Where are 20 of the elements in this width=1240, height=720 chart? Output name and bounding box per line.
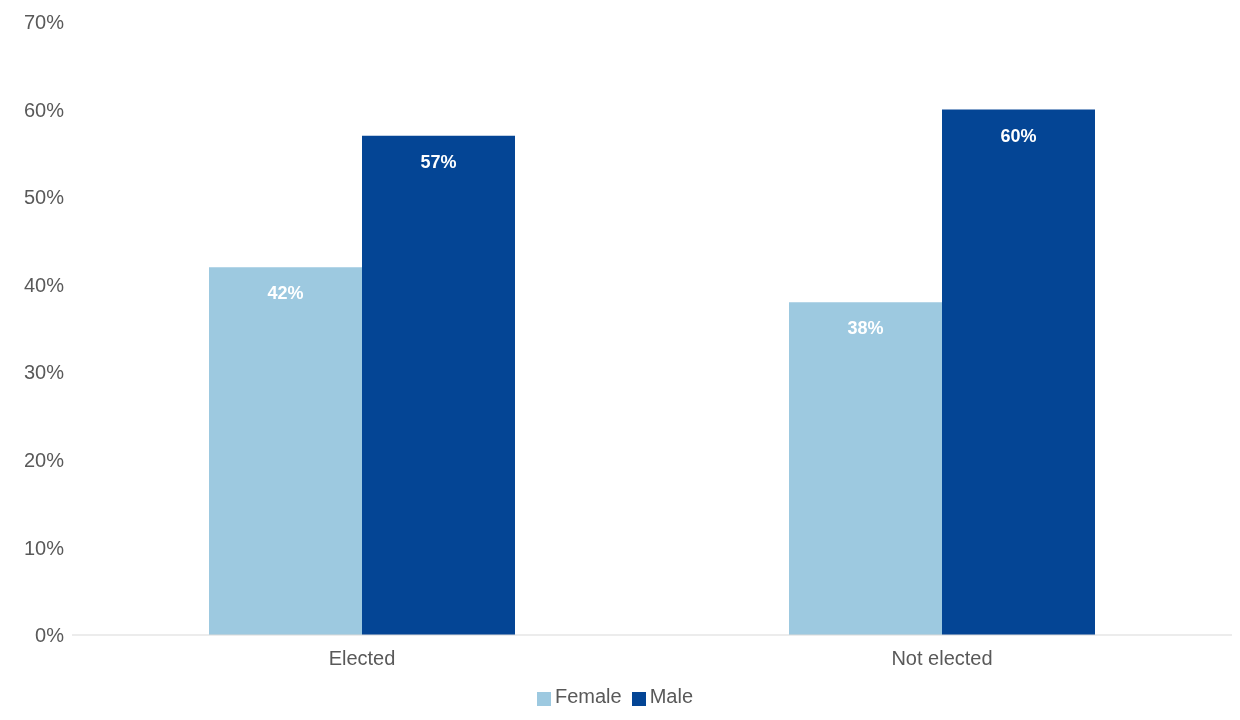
y-tick-label: 30% <box>23 361 65 384</box>
data-label: 38% <box>847 318 884 339</box>
data-label: 42% <box>267 283 304 304</box>
y-tick-label: 10% <box>23 536 65 559</box>
data-label: 57% <box>420 151 457 172</box>
bar <box>362 135 515 635</box>
legend-label: Male <box>649 685 694 707</box>
y-tick-label: 0% <box>35 624 65 647</box>
data-label: 60% <box>1000 125 1037 146</box>
x-tick-label: Elected <box>328 647 396 670</box>
y-tick-label: 50% <box>23 186 65 209</box>
y-tick-label: 70% <box>23 11 65 34</box>
bar <box>942 109 1095 635</box>
y-tick-label: 40% <box>23 273 65 296</box>
bar <box>789 302 942 635</box>
y-tick-label: 60% <box>23 98 65 121</box>
y-tick-label: 20% <box>23 448 65 471</box>
bar <box>209 267 362 635</box>
legend-label: Female <box>554 685 622 707</box>
x-tick-label: Not elected <box>891 647 993 670</box>
